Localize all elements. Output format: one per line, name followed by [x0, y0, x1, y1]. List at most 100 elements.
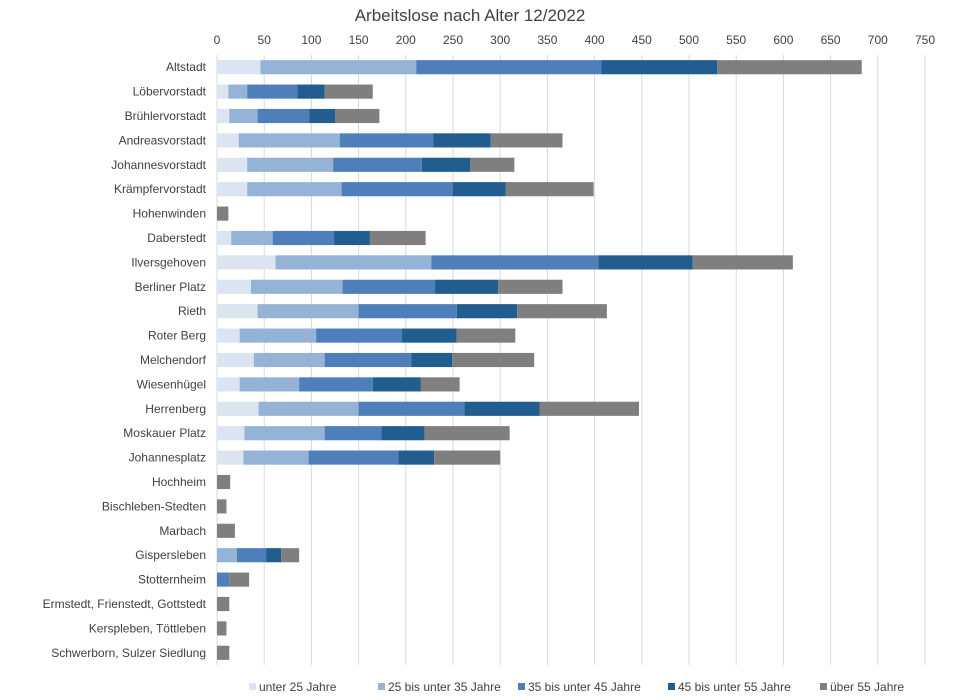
x-tick-label: 350	[537, 33, 557, 47]
bar-segment	[217, 523, 235, 538]
category-label: Wiesenhügel	[137, 377, 206, 391]
x-tick-label: 550	[726, 33, 746, 47]
x-tick-label: 0	[214, 33, 221, 47]
legend-item: über 55 Jahre	[820, 680, 904, 694]
bar-segment	[244, 426, 325, 441]
bar-segment	[258, 401, 359, 416]
x-tick-label: 300	[490, 33, 510, 47]
bar-segment	[250, 279, 343, 294]
bar-segment	[236, 548, 267, 563]
chart-title: Arbeitslose nach Alter 12/2022	[355, 6, 586, 25]
category-label: Moskauer Platz	[123, 426, 206, 440]
legend-swatch	[820, 683, 827, 690]
bar-segment	[324, 84, 373, 99]
bar-segment	[229, 572, 250, 587]
bar-segment	[342, 279, 436, 294]
bar-segment	[490, 133, 563, 148]
x-tick-label: 450	[632, 33, 652, 47]
category-label: Hochheim	[152, 475, 206, 489]
category-label: Herrenberg	[145, 402, 206, 416]
category-label: Melchendorf	[140, 353, 207, 367]
category-label: Bischleben-Stedten	[102, 499, 206, 513]
bar-segment	[217, 645, 230, 660]
bar-segment	[416, 60, 602, 75]
legend-label: über 55 Jahre	[830, 680, 904, 694]
legend-swatch	[518, 683, 525, 690]
bar-segment	[692, 255, 793, 270]
bar-segment	[369, 230, 426, 246]
bar-segment	[257, 108, 310, 124]
bar-segment	[358, 401, 465, 416]
bar-segment	[431, 255, 599, 270]
bar-segment	[452, 352, 535, 368]
category-label: Johannesvorstadt	[111, 158, 206, 172]
bar-segment	[281, 548, 300, 563]
bar-segment	[229, 108, 258, 124]
bar-segment	[453, 182, 506, 197]
bar-segment	[247, 84, 298, 99]
bar-segment	[217, 304, 258, 319]
bar-segment	[253, 352, 325, 368]
bar-segment	[335, 108, 380, 124]
bar-segment	[231, 230, 273, 246]
bar-segment	[247, 157, 334, 172]
bar-segment	[717, 60, 862, 75]
bar-segment	[260, 60, 417, 75]
category-label: Daberstedt	[147, 231, 206, 245]
bar-segment	[217, 84, 229, 99]
bar-segment	[299, 377, 373, 392]
legend-item: 35 bis unter 45 Jahre	[518, 680, 641, 694]
bar-segment	[247, 182, 342, 197]
legend-label: 45 bis unter 55 Jahre	[678, 680, 791, 694]
bar-segment	[239, 377, 300, 392]
bar-segment	[324, 426, 382, 441]
category-label: Kerspleben, Töttleben	[89, 621, 206, 635]
bar-segment	[217, 450, 244, 465]
category-label: Roter Berg	[148, 329, 206, 343]
bar-segment	[358, 304, 457, 319]
x-axis-tick-labels: 0 50 100 150 200 250 300 350 400 450 500 550 600 650 7…	[214, 33, 936, 47]
bar-segment	[217, 230, 232, 246]
bar-segment	[505, 182, 594, 197]
bar-segment	[217, 182, 248, 197]
bar-segment	[316, 328, 403, 343]
bar-segment	[239, 328, 317, 343]
bar-segment	[601, 60, 718, 75]
bar-segment	[217, 548, 237, 563]
bar-segment	[217, 255, 276, 270]
bar-segment	[217, 133, 239, 148]
x-tick-label: 200	[396, 33, 416, 47]
bar-segment	[217, 499, 227, 514]
x-tick-label: 150	[349, 33, 369, 47]
category-label: Stotternheim	[138, 573, 206, 587]
bar-segment	[598, 255, 693, 270]
bar-segment	[217, 279, 251, 294]
category-label: Krämpfervorstadt	[114, 182, 207, 196]
bar-segment	[217, 352, 254, 368]
bar-segment	[433, 133, 491, 148]
x-tick-label: 700	[868, 33, 888, 47]
bar-segment	[217, 377, 240, 392]
x-tick-label: 250	[443, 33, 463, 47]
x-tick-label: 650	[821, 33, 841, 47]
bar-segment	[324, 352, 412, 368]
bar-segment	[424, 426, 510, 441]
bar-segment	[464, 401, 540, 416]
bar-segment	[272, 230, 335, 246]
legend-item: 25 bis unter 35 Jahre	[378, 680, 501, 694]
bar-segment	[402, 328, 457, 343]
bar-segment	[217, 206, 229, 221]
category-label: Ermstedt, Frienstedt, Gottstedt	[43, 597, 207, 611]
bar-segment	[243, 450, 309, 465]
bar-segment	[297, 84, 325, 99]
bar-segment	[217, 328, 240, 343]
legend-swatch	[378, 683, 385, 690]
category-label: Löbervorstadt	[133, 85, 207, 99]
category-label: Rieth	[178, 304, 206, 318]
bar-segment	[228, 84, 248, 99]
legend-label: 35 bis unter 45 Jahre	[528, 680, 641, 694]
category-label: Schwerborn, Sulzer Siedlung	[51, 646, 206, 660]
bar-segment	[469, 157, 515, 172]
bar-segment	[266, 548, 282, 563]
